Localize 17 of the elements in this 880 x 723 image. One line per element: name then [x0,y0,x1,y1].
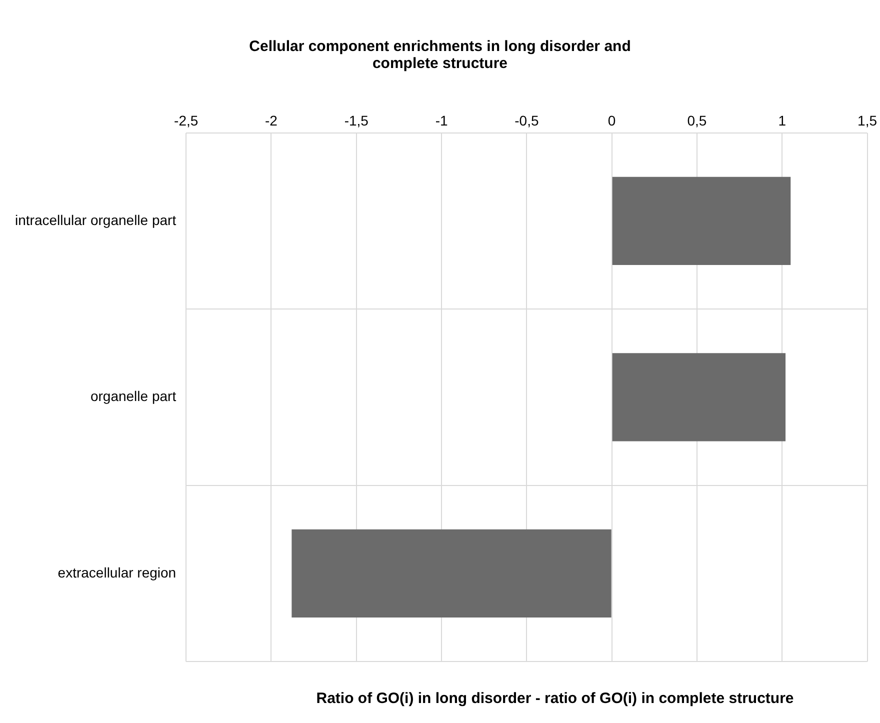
x-tick-label: -1,5 [344,112,369,128]
y-tick-label: intracellular organelle part [14,212,176,228]
x-tick-label: -0,5 [514,112,539,128]
y-tick-label: organelle part [90,388,176,404]
y-tick-label: extracellular region [58,564,176,580]
x-tick-label: 0,5 [687,112,707,128]
bar [292,529,612,618]
x-tick-label: -2 [265,112,278,128]
x-axis-title: Ratio of GO(i) in long disorder - ratio of GO(i) in complete structure [315,690,795,707]
bar [612,353,786,442]
bar [612,176,791,265]
chart-title: Cellular component enrichments in long disorder and complete structure [248,37,632,74]
x-tick-label: 1,5 [858,112,878,128]
x-tick-label: -1 [435,112,448,128]
x-tick-label: -2,5 [174,112,198,128]
x-tick-label: 1 [778,112,786,128]
x-tick-label: 0 [608,112,616,128]
